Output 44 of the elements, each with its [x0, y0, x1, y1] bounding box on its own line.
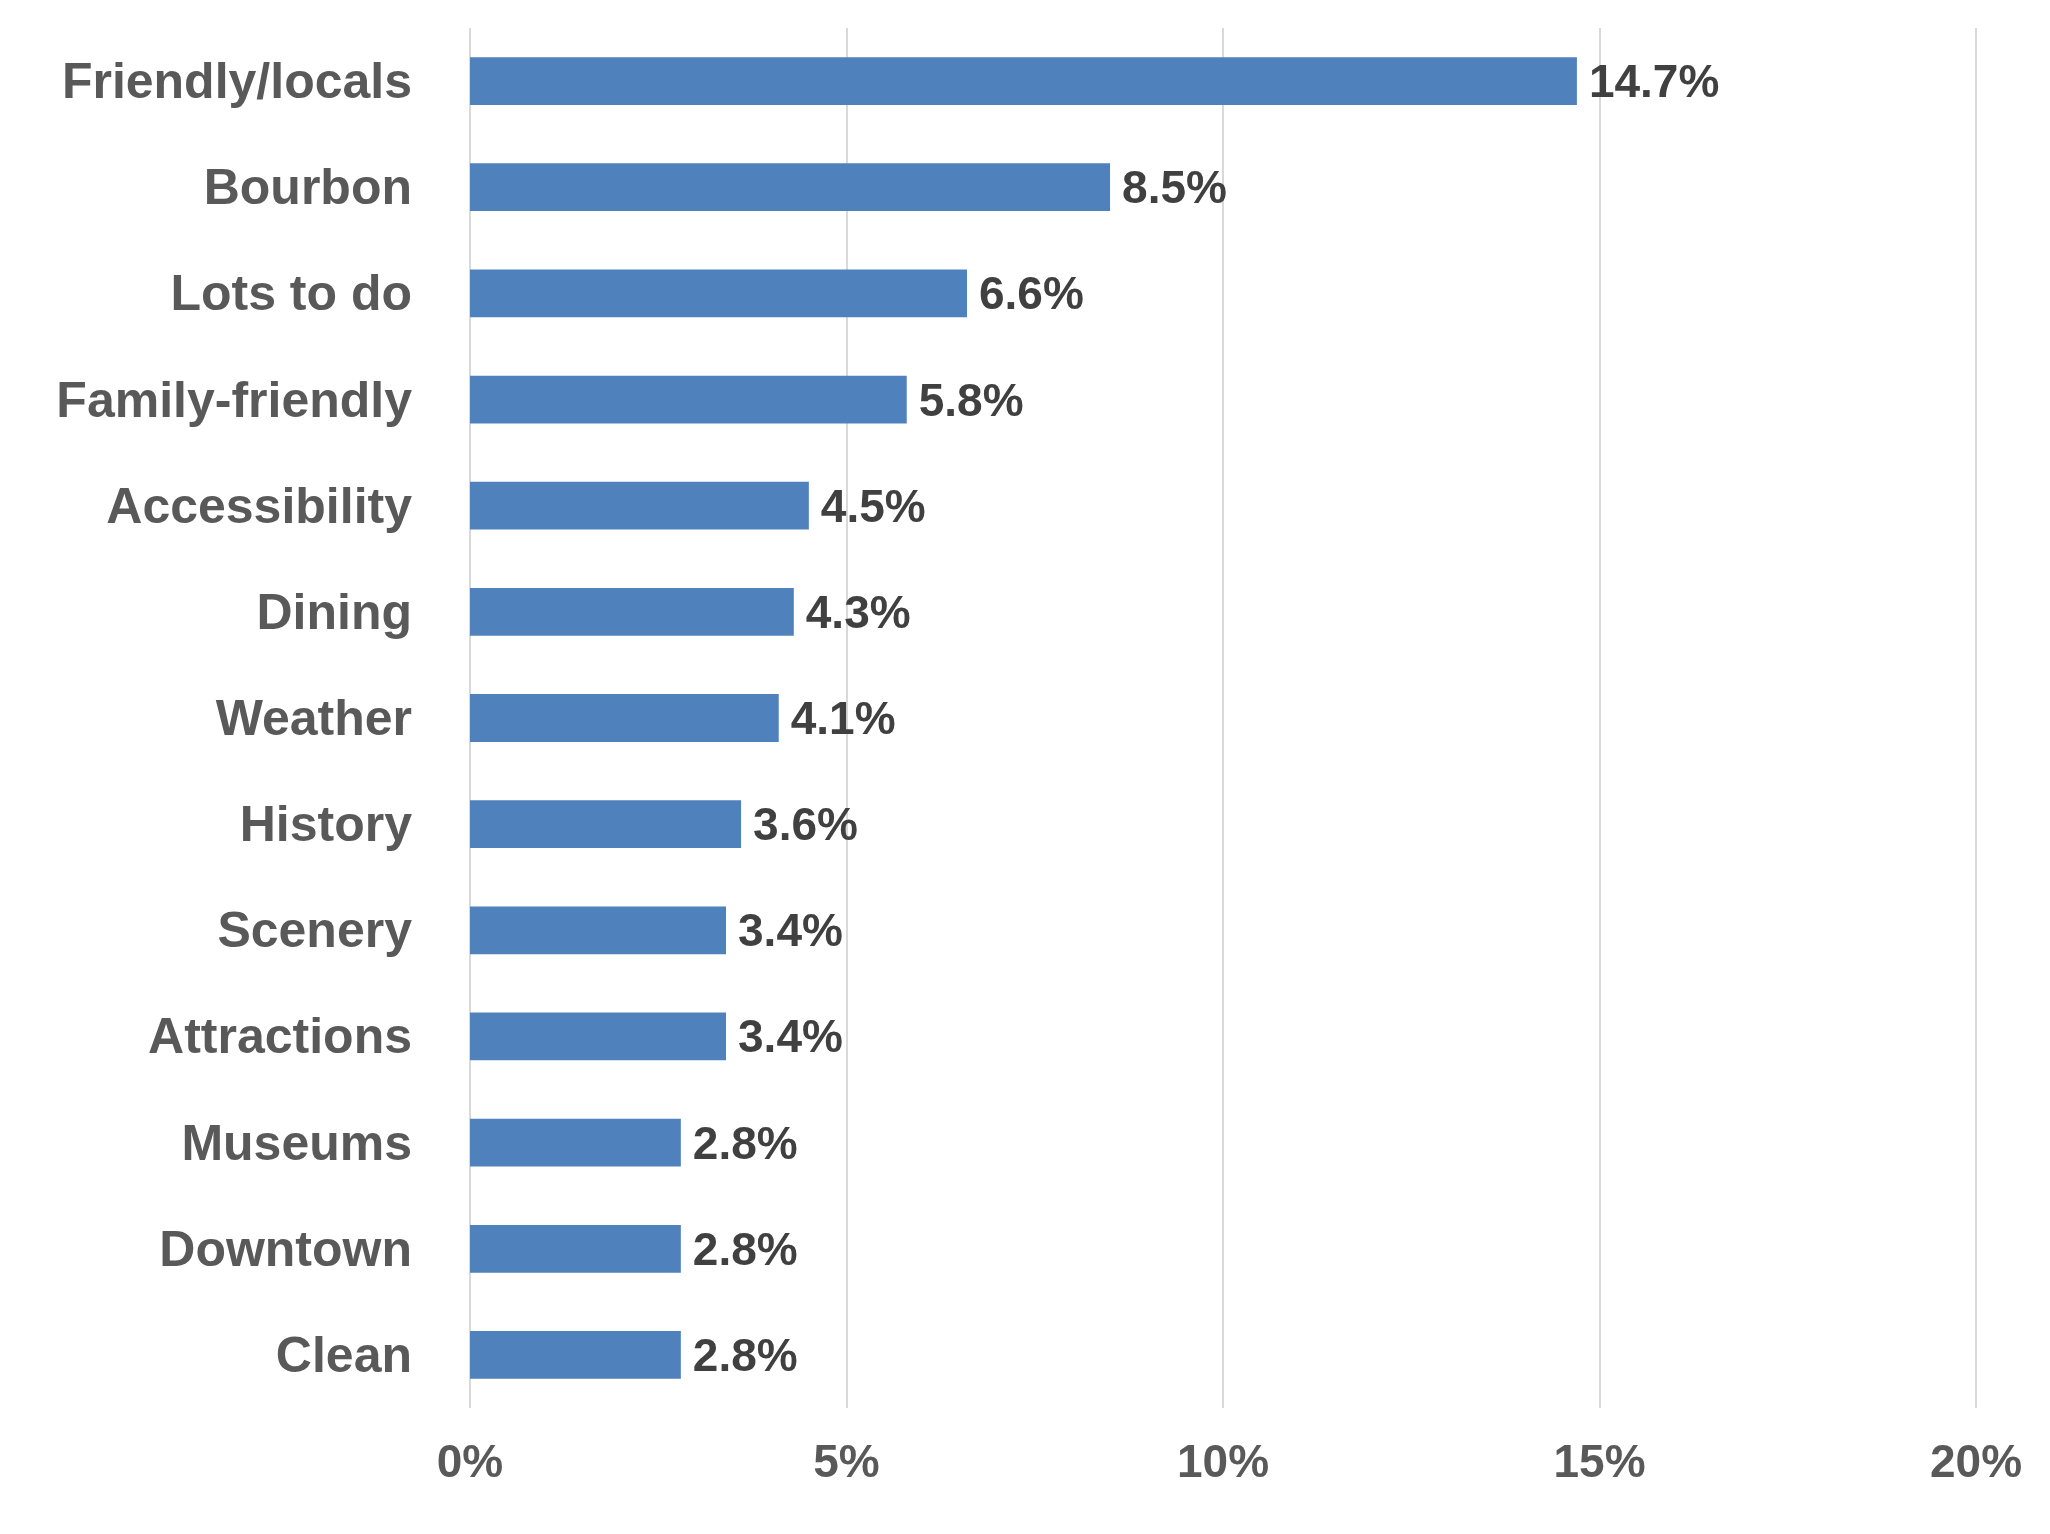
data-label: 14.7%	[1588, 55, 1720, 108]
x-tick-label: 5%	[813, 1435, 880, 1487]
bar	[470, 800, 742, 849]
bar	[470, 1118, 681, 1167]
y-tick-label: Clean	[275, 1326, 412, 1383]
bar	[470, 1012, 727, 1061]
data-label: 4.3%	[805, 585, 911, 638]
y-tick-label: Attractions	[148, 1008, 412, 1065]
x-tick-label: 0%	[436, 1435, 504, 1487]
data-label: 2.8%	[692, 1222, 798, 1275]
bar	[470, 587, 794, 636]
data-label: 3.6%	[753, 798, 858, 851]
y-tick-label: Friendly/locals	[61, 53, 412, 110]
y-tick-label: Downtown	[159, 1220, 412, 1277]
y-tick-label: Bourbon	[203, 159, 412, 216]
data-label: 5.8%	[918, 373, 1024, 426]
y-tick-label: Lots to do	[170, 265, 412, 322]
y-tick-label: Scenery	[217, 902, 413, 959]
data-label: 8.5%	[1122, 161, 1227, 214]
data-label: 4.5%	[820, 479, 926, 532]
bar	[470, 375, 907, 424]
data-label: 4.1%	[790, 692, 896, 744]
bar	[470, 694, 779, 742]
bar	[470, 269, 967, 318]
y-tick-label: Weather	[215, 690, 412, 746]
bar	[470, 1331, 681, 1379]
bar	[470, 906, 727, 955]
y-tick-label: Museums	[181, 1114, 412, 1171]
y-tick-label: Accessibility	[106, 477, 413, 534]
y-tick-label: Family-friendly	[56, 371, 413, 428]
bar	[470, 481, 809, 530]
bar	[470, 163, 1111, 212]
data-label: 6.6%	[978, 267, 1084, 320]
x-tick-label: 15%	[1553, 1435, 1646, 1487]
data-label: 2.8%	[692, 1116, 798, 1169]
x-tick-label: 20%	[1929, 1435, 2023, 1487]
data-label: 2.8%	[692, 1328, 798, 1381]
bar	[470, 57, 1577, 105]
y-tick-label: Dining	[256, 583, 412, 640]
data-label: 3.4%	[738, 1010, 843, 1063]
x-tick-label: 10%	[1176, 1435, 1270, 1487]
data-label: 3.4%	[738, 904, 843, 957]
bar	[470, 1224, 681, 1273]
y-tick-label: History	[239, 796, 413, 853]
